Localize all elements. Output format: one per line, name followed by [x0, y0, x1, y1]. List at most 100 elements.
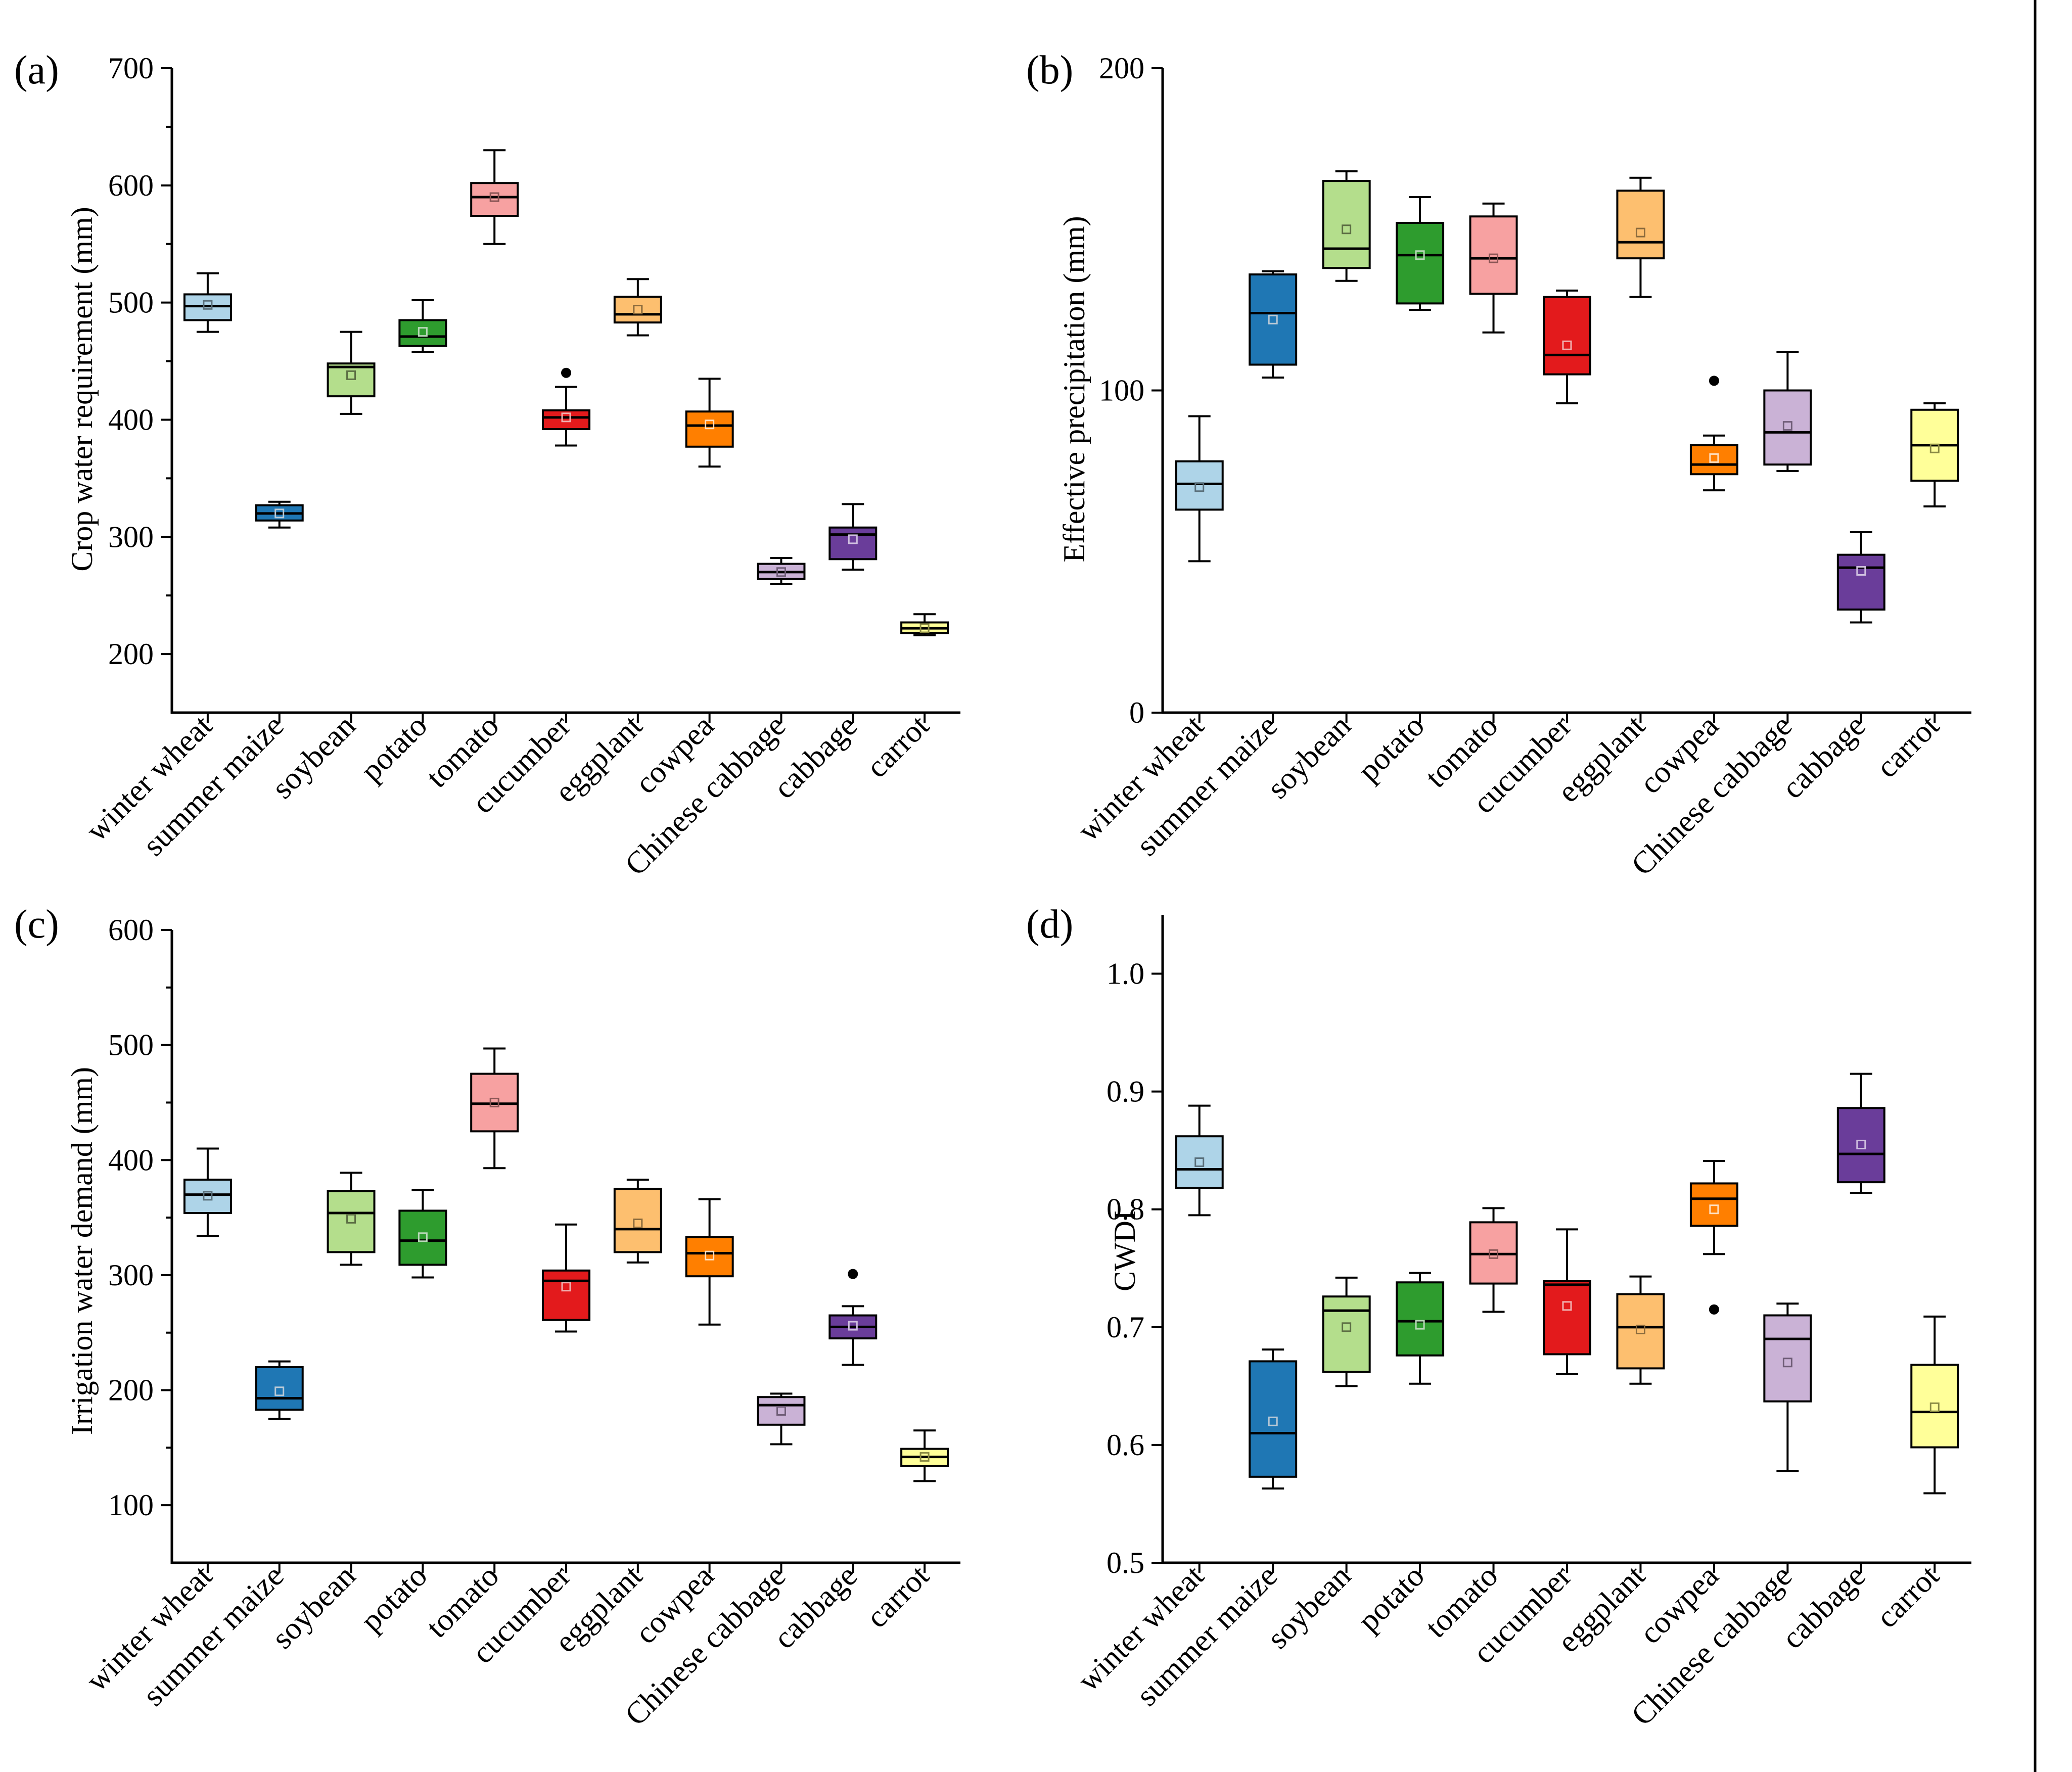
- outlier-point: [561, 367, 571, 378]
- iqr-box: [255, 1366, 304, 1411]
- iqr-box: [613, 1188, 662, 1253]
- mean-marker: [1489, 253, 1499, 263]
- mean-marker: [1489, 1249, 1499, 1259]
- mean-marker: [848, 534, 858, 544]
- outlier-point: [1709, 376, 1719, 386]
- iqr-box: [1616, 190, 1665, 260]
- mean-marker: [1562, 340, 1572, 350]
- mean-marker: [418, 327, 428, 337]
- iqr-box: [1322, 180, 1371, 269]
- mean-marker: [919, 1452, 930, 1462]
- mean-marker: [1782, 1358, 1792, 1368]
- mean-marker: [633, 305, 643, 315]
- iqr-box: [470, 182, 519, 217]
- mean-marker: [1929, 1402, 1940, 1412]
- iqr-box: [1543, 1280, 1591, 1356]
- y-tick-label-d: 0.5: [1107, 1546, 1144, 1579]
- outlier-point: [848, 1269, 858, 1279]
- mean-marker: [1929, 443, 1940, 453]
- iqr-box: [613, 296, 662, 324]
- mean-marker: [776, 1406, 786, 1416]
- y-tick-label-b: 100: [1099, 374, 1144, 407]
- mean-marker: [1194, 1157, 1205, 1167]
- mean-marker: [705, 419, 715, 430]
- mean-marker: [274, 1386, 285, 1396]
- mean-marker: [274, 508, 285, 519]
- y-tick-label-b: 200: [1099, 52, 1144, 85]
- iqr-box: [757, 1396, 806, 1426]
- iqr-box: [327, 1190, 376, 1253]
- mean-marker: [203, 300, 213, 310]
- iqr-box: [1836, 553, 1885, 611]
- iqr-box: [542, 1269, 590, 1321]
- y-tick-label-a: 300: [108, 520, 154, 553]
- y-axis-title-b: Effective precipitation (mm): [1057, 216, 1091, 562]
- iqr-box: [685, 1236, 734, 1278]
- iqr-box: [398, 1209, 447, 1266]
- iqr-box: [1175, 1135, 1224, 1189]
- y-axis-title-a: Crop water requirement (mm): [65, 207, 99, 571]
- y-axis-title-c: Irrigation water demand (mm): [65, 1067, 99, 1435]
- y-tick-label-d: 0.7: [1107, 1311, 1144, 1344]
- y-tick-label-d: 0.9: [1107, 1075, 1144, 1108]
- panel-label-c: (c): [14, 902, 59, 947]
- mean-marker: [1342, 1322, 1352, 1332]
- iqr-box: [1910, 1364, 1959, 1449]
- mean-marker: [1709, 453, 1719, 463]
- y-tick-label-c: 400: [108, 1143, 154, 1177]
- y-tick-label-a: 200: [108, 637, 154, 671]
- mean-marker: [1415, 250, 1425, 260]
- iqr-box: [1616, 1293, 1665, 1370]
- mean-marker: [1268, 1416, 1278, 1426]
- mean-marker: [489, 192, 499, 202]
- mean-marker: [848, 1321, 858, 1331]
- iqr-box: [1763, 389, 1812, 466]
- mean-marker: [776, 567, 786, 577]
- mean-marker: [1635, 227, 1645, 238]
- mean-marker: [561, 1282, 571, 1292]
- y-tick-label-c: 100: [108, 1488, 154, 1522]
- y-tick-label-a: 600: [108, 169, 154, 202]
- iqr-box: [1689, 444, 1738, 476]
- y-tick-label-c: 200: [108, 1374, 154, 1407]
- mean-marker: [489, 1097, 499, 1107]
- mean-marker: [418, 1232, 428, 1242]
- iqr-box: [1396, 1281, 1445, 1357]
- y-tick-label-d: 1.0: [1107, 957, 1144, 991]
- mean-marker: [346, 1214, 356, 1224]
- mean-marker: [1562, 1301, 1572, 1311]
- panel-label-d: (d): [1026, 902, 1073, 947]
- iqr-box: [1836, 1107, 1885, 1184]
- mean-marker: [633, 1218, 643, 1228]
- iqr-box: [1249, 1360, 1298, 1478]
- iqr-box: [398, 319, 447, 347]
- mean-marker: [1782, 421, 1792, 431]
- panel-label-b: (b): [1026, 48, 1073, 92]
- iqr-box: [1543, 296, 1591, 376]
- y-tick-label-d: 0.6: [1107, 1428, 1144, 1462]
- mean-marker: [1635, 1324, 1645, 1334]
- mean-marker: [1709, 1204, 1719, 1215]
- mean-marker: [919, 623, 930, 633]
- panel-label-a: (a): [14, 48, 59, 92]
- y-tick-label-c: 500: [108, 1029, 154, 1062]
- iqr-box: [1469, 215, 1518, 295]
- iqr-box: [1249, 273, 1298, 366]
- mean-marker: [1342, 224, 1352, 235]
- outlier-point: [1709, 1304, 1719, 1315]
- mean-marker: [1856, 1140, 1866, 1150]
- y-tick-label-c: 300: [108, 1258, 154, 1292]
- y-tick-label-b: 0: [1129, 696, 1144, 729]
- y-tick-label-d: 0.8: [1107, 1193, 1144, 1226]
- mean-marker: [1856, 566, 1866, 576]
- y-tick-label-a: 400: [108, 403, 154, 436]
- mean-marker: [1415, 1320, 1425, 1330]
- mean-marker: [203, 1191, 213, 1201]
- y-tick-label-a: 500: [108, 286, 154, 319]
- iqr-box: [1322, 1295, 1371, 1373]
- mean-marker: [346, 370, 356, 380]
- y-axis-title-d: CWDI: [1108, 1210, 1141, 1291]
- iqr-box: [542, 409, 590, 431]
